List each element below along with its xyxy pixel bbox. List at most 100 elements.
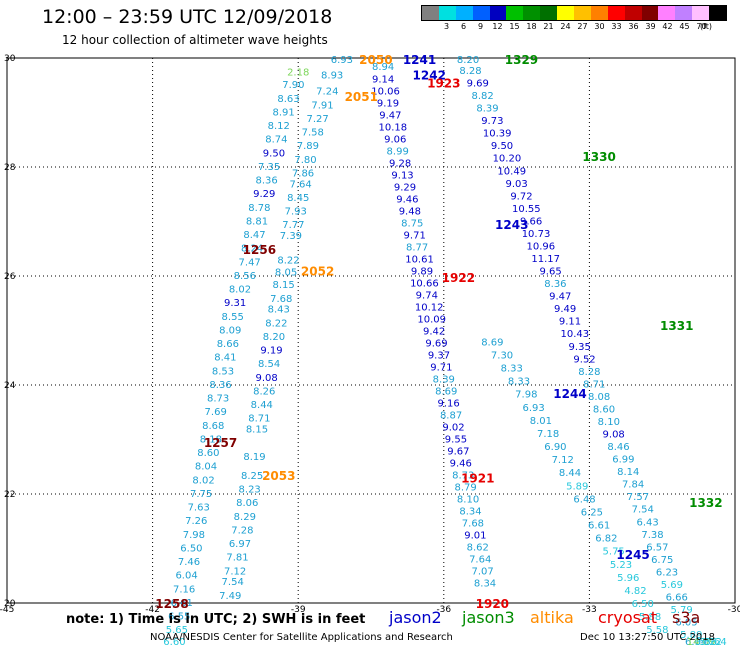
wave-height-value: 7.80	[294, 155, 316, 166]
plot-frame	[6, 57, 736, 604]
wave-height-value: 5.23	[610, 560, 632, 571]
axis-ticks: -45 -42 -39 -36 -33 -30 20 22 24 26 28 30	[0, 54, 740, 615]
wave-height-value: 6.23	[656, 567, 678, 578]
wave-height-value: 8.04	[195, 462, 217, 473]
wave-height-value: 9.47	[379, 111, 401, 122]
wave-height-value: 8.36	[544, 279, 566, 290]
wave-height-value: 8.02	[192, 475, 214, 486]
wave-height-value: 8.94	[372, 62, 394, 73]
x-tick-label: -33	[582, 605, 597, 615]
wave-height-value: 5.79	[670, 605, 692, 616]
wave-height-value: 7.12	[552, 455, 574, 466]
wave-height-value: 5.89	[566, 481, 588, 492]
wave-height-value: 9.52	[573, 354, 595, 365]
colorbar-swatch	[709, 6, 727, 20]
footer-note: note: 1) Time is in UTC; 2) SWH is in fe…	[66, 612, 366, 627]
wave-height-value: 7.54	[222, 577, 244, 588]
colorbar-swatch	[641, 6, 659, 20]
colorbar-tick-label: 33	[611, 22, 622, 31]
wave-height-value: 7.64	[289, 179, 311, 190]
wave-height-value: 9.74	[416, 291, 438, 302]
wave-height-value: 8.53	[212, 366, 234, 377]
wave-height-value: 9.03	[505, 179, 527, 190]
wave-height-value: 8.44	[251, 400, 273, 411]
colorbar-tick-label: 21	[543, 22, 554, 31]
wave-height-value: 7.38	[641, 530, 663, 541]
wave-height-value: 10.43	[561, 329, 590, 340]
colorbar-swatch	[523, 6, 541, 20]
wave-height-value: 6.75	[651, 555, 673, 566]
wave-height-value: 7.91	[311, 100, 333, 111]
x-tick-label: -45	[0, 605, 14, 615]
wave-height-value: 9.08	[603, 430, 625, 441]
colorbar-tick-label: 27	[577, 22, 588, 31]
wave-height-value: 9.29	[253, 189, 275, 200]
wave-height-value: 7.24	[316, 87, 338, 98]
satellite-legend-s3a: s3a	[672, 608, 701, 627]
colorbar-swatch	[422, 6, 439, 20]
wave-height-value: 8.78	[248, 203, 270, 214]
wave-height-value: 8.06	[236, 498, 258, 509]
track-number-label: 2053	[262, 469, 295, 483]
wave-height-value: 8.39	[433, 374, 455, 385]
wave-height-value: 8.82	[471, 91, 493, 102]
wave-height-value: 9.65	[539, 267, 561, 278]
wave-height-value: 9.31	[224, 298, 246, 309]
colorbar-swatch	[607, 6, 625, 20]
wave-height-value: 9.69	[467, 79, 489, 90]
wave-height-value: 8.46	[607, 442, 629, 453]
colorbar-swatch	[557, 6, 575, 20]
wave-height-value: 8.05	[275, 268, 297, 279]
wave-height-value: 7.46	[178, 557, 200, 568]
wave-height-value: 8.10	[598, 417, 620, 428]
wave-height-value: 8.91	[273, 107, 295, 118]
y-tick-label: 26	[4, 272, 16, 282]
colorbar-swatch	[472, 6, 490, 20]
y-tick-label: 20	[4, 599, 16, 609]
wave-height-value: 8.26	[253, 386, 275, 397]
wave-height-value: 9.50	[263, 148, 285, 159]
wave-height-value: 6.97	[229, 539, 251, 550]
wave-height-value: 5.89	[680, 630, 702, 641]
colorbar-tick-label: 12	[492, 22, 503, 31]
wave-height-value: 8.75	[401, 219, 423, 230]
wave-height-value: 8.12	[268, 121, 290, 132]
colorbar-tick-label: 6	[460, 22, 467, 31]
wave-height-value: 7.27	[306, 114, 328, 125]
wave-height-value: 8.34	[474, 578, 496, 589]
wave-height-value: 9.35	[569, 342, 591, 353]
wave-height-value: 7.68	[270, 294, 292, 305]
colorbar-swatch	[540, 6, 558, 20]
colorbar-swatch	[489, 6, 507, 20]
wave-height-value: 7.54	[632, 505, 654, 516]
wave-height-value: 9.13	[391, 171, 413, 182]
track-number-label: 1329	[505, 53, 538, 67]
wave-height-value: 8.20	[263, 332, 285, 343]
wave-height-value: 2.18	[287, 68, 309, 79]
track-number-label: 1330	[582, 150, 615, 164]
track-number-label: 1243	[495, 218, 528, 232]
wave-height-value: 8.39	[476, 104, 498, 115]
wave-height-value: 7.07	[471, 566, 493, 577]
wave-height-value: 8.60	[593, 404, 615, 415]
wave-height-value: 10.66	[410, 279, 439, 290]
wave-height-value: 8.22	[265, 318, 287, 329]
wave-height-value: 8.28	[578, 367, 600, 378]
x-tick-label: -30	[728, 605, 740, 615]
wave-height-value: 6.82	[595, 534, 617, 545]
wave-height-value: 5.96	[617, 573, 639, 584]
track-number-label: 1920	[476, 597, 509, 611]
wave-height-value: 7.98	[183, 530, 205, 541]
wave-height-value: 7.90	[282, 80, 304, 91]
wave-height-value: 6.25	[581, 507, 603, 518]
wave-height-value: 10.73	[522, 229, 551, 240]
wave-height-value: 9.71	[404, 231, 426, 242]
wave-height-value: 9.71	[430, 362, 452, 373]
wave-height-value: 3.36	[695, 637, 717, 648]
colorbar-swatch	[624, 6, 642, 20]
wave-height-value: 6.61	[171, 598, 193, 609]
wave-height-value: 7.84	[622, 480, 644, 491]
wave-height-value: 10.18	[379, 123, 408, 134]
wave-height-value: 6.48	[573, 494, 595, 505]
track-number-label: 1922	[442, 271, 475, 285]
